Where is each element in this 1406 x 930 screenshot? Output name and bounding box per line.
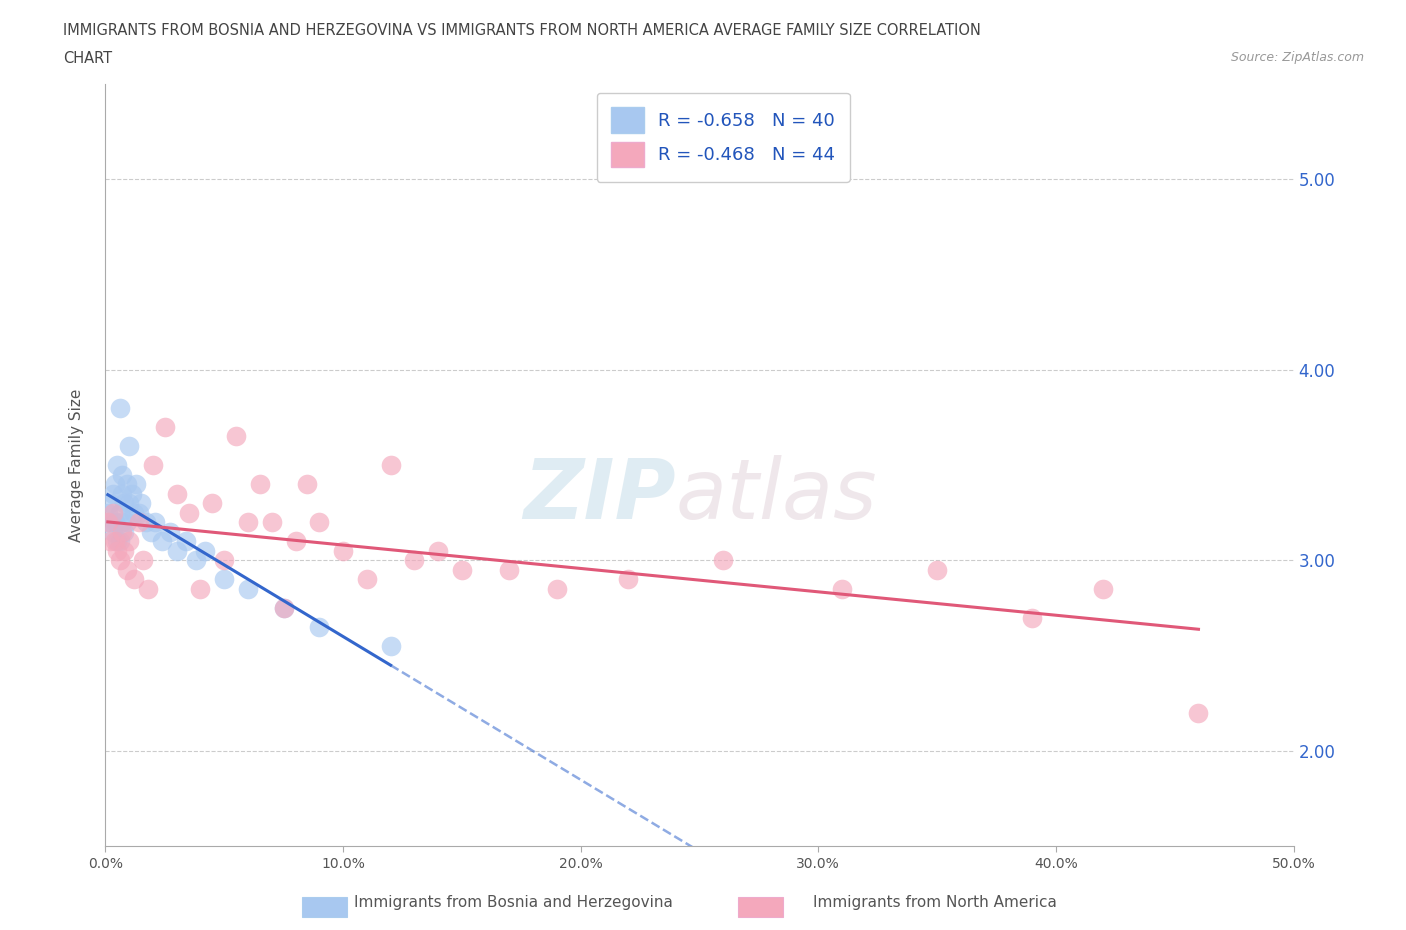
Point [111, 467, 134, 482]
Point [332, 543, 354, 558]
Point [104, 515, 127, 530]
Point [177, 505, 200, 520]
Point [135, 515, 157, 530]
Point [129, 496, 152, 511]
Point [194, 543, 217, 558]
Point [101, 525, 124, 539]
Point [115, 477, 138, 492]
Point [1021, 610, 1043, 625]
Point [308, 515, 330, 530]
Point [249, 477, 271, 492]
Point [143, 515, 166, 530]
Point [136, 581, 159, 596]
Point [273, 601, 295, 616]
Point [142, 458, 165, 472]
Point [98, 534, 121, 549]
Point [225, 429, 247, 444]
Point [122, 572, 145, 587]
Legend: R = -0.658   N = 40, R = -0.468   N = 44: R = -0.658 N = 40, R = -0.468 N = 44 [596, 93, 849, 181]
Point [297, 477, 319, 492]
Point [1092, 581, 1115, 596]
Point [159, 525, 181, 539]
Point [105, 534, 128, 549]
Point [104, 477, 127, 492]
Point [125, 477, 148, 492]
Point [105, 458, 128, 472]
Point [260, 515, 283, 530]
Point [308, 619, 330, 634]
Point [711, 553, 734, 568]
Point [214, 572, 236, 587]
Point [104, 534, 127, 549]
Point [925, 563, 948, 578]
Point [128, 515, 150, 530]
Point [174, 534, 197, 549]
Point [114, 543, 136, 558]
Point [98, 496, 121, 511]
Point [105, 543, 128, 558]
Point [121, 486, 143, 501]
Point [118, 496, 141, 511]
Point [284, 534, 307, 549]
Point [236, 581, 259, 596]
Point [273, 601, 295, 616]
Text: atlas: atlas [676, 455, 877, 536]
Point [108, 553, 131, 568]
Point [404, 553, 426, 568]
Point [617, 572, 640, 587]
Point [546, 581, 568, 596]
Point [118, 534, 141, 549]
Point [153, 419, 176, 434]
Point [152, 534, 174, 549]
Point [498, 563, 520, 578]
Point [101, 505, 124, 520]
Point [118, 439, 141, 454]
Point [101, 486, 124, 501]
Point [380, 458, 402, 472]
Point [236, 515, 259, 530]
Point [166, 543, 188, 558]
Point [380, 639, 402, 654]
Point [427, 543, 450, 558]
Point [132, 553, 155, 568]
Point [128, 505, 150, 520]
Point [114, 496, 136, 511]
Text: IMMIGRANTS FROM BOSNIA AND HERZEGOVINA VS IMMIGRANTS FROM NORTH AMERICA AVERAGE : IMMIGRANTS FROM BOSNIA AND HERZEGOVINA V… [63, 23, 981, 38]
Point [190, 581, 212, 596]
Y-axis label: Average Family Size: Average Family Size [69, 389, 84, 541]
Point [450, 563, 472, 578]
Text: Immigrants from North America: Immigrants from North America [813, 895, 1057, 910]
Point [108, 401, 131, 416]
Point [1187, 705, 1209, 720]
Point [108, 534, 131, 549]
Point [214, 553, 236, 568]
Text: ZIP: ZIP [523, 455, 676, 536]
Point [98, 515, 121, 530]
Point [166, 486, 188, 501]
Point [97, 505, 120, 520]
Point [139, 525, 162, 539]
Point [114, 525, 136, 539]
Point [108, 505, 131, 520]
Point [111, 525, 134, 539]
Text: Source: ZipAtlas.com: Source: ZipAtlas.com [1230, 51, 1364, 64]
Point [184, 553, 207, 568]
Point [115, 515, 138, 530]
Text: Immigrants from Bosnia and Herzegovina: Immigrants from Bosnia and Herzegovina [354, 895, 672, 910]
Point [122, 505, 145, 520]
Point [356, 572, 378, 587]
Point [97, 515, 120, 530]
Point [111, 486, 134, 501]
Point [201, 496, 224, 511]
Text: CHART: CHART [63, 51, 112, 66]
Point [831, 581, 853, 596]
Point [115, 563, 138, 578]
Point [111, 515, 134, 530]
